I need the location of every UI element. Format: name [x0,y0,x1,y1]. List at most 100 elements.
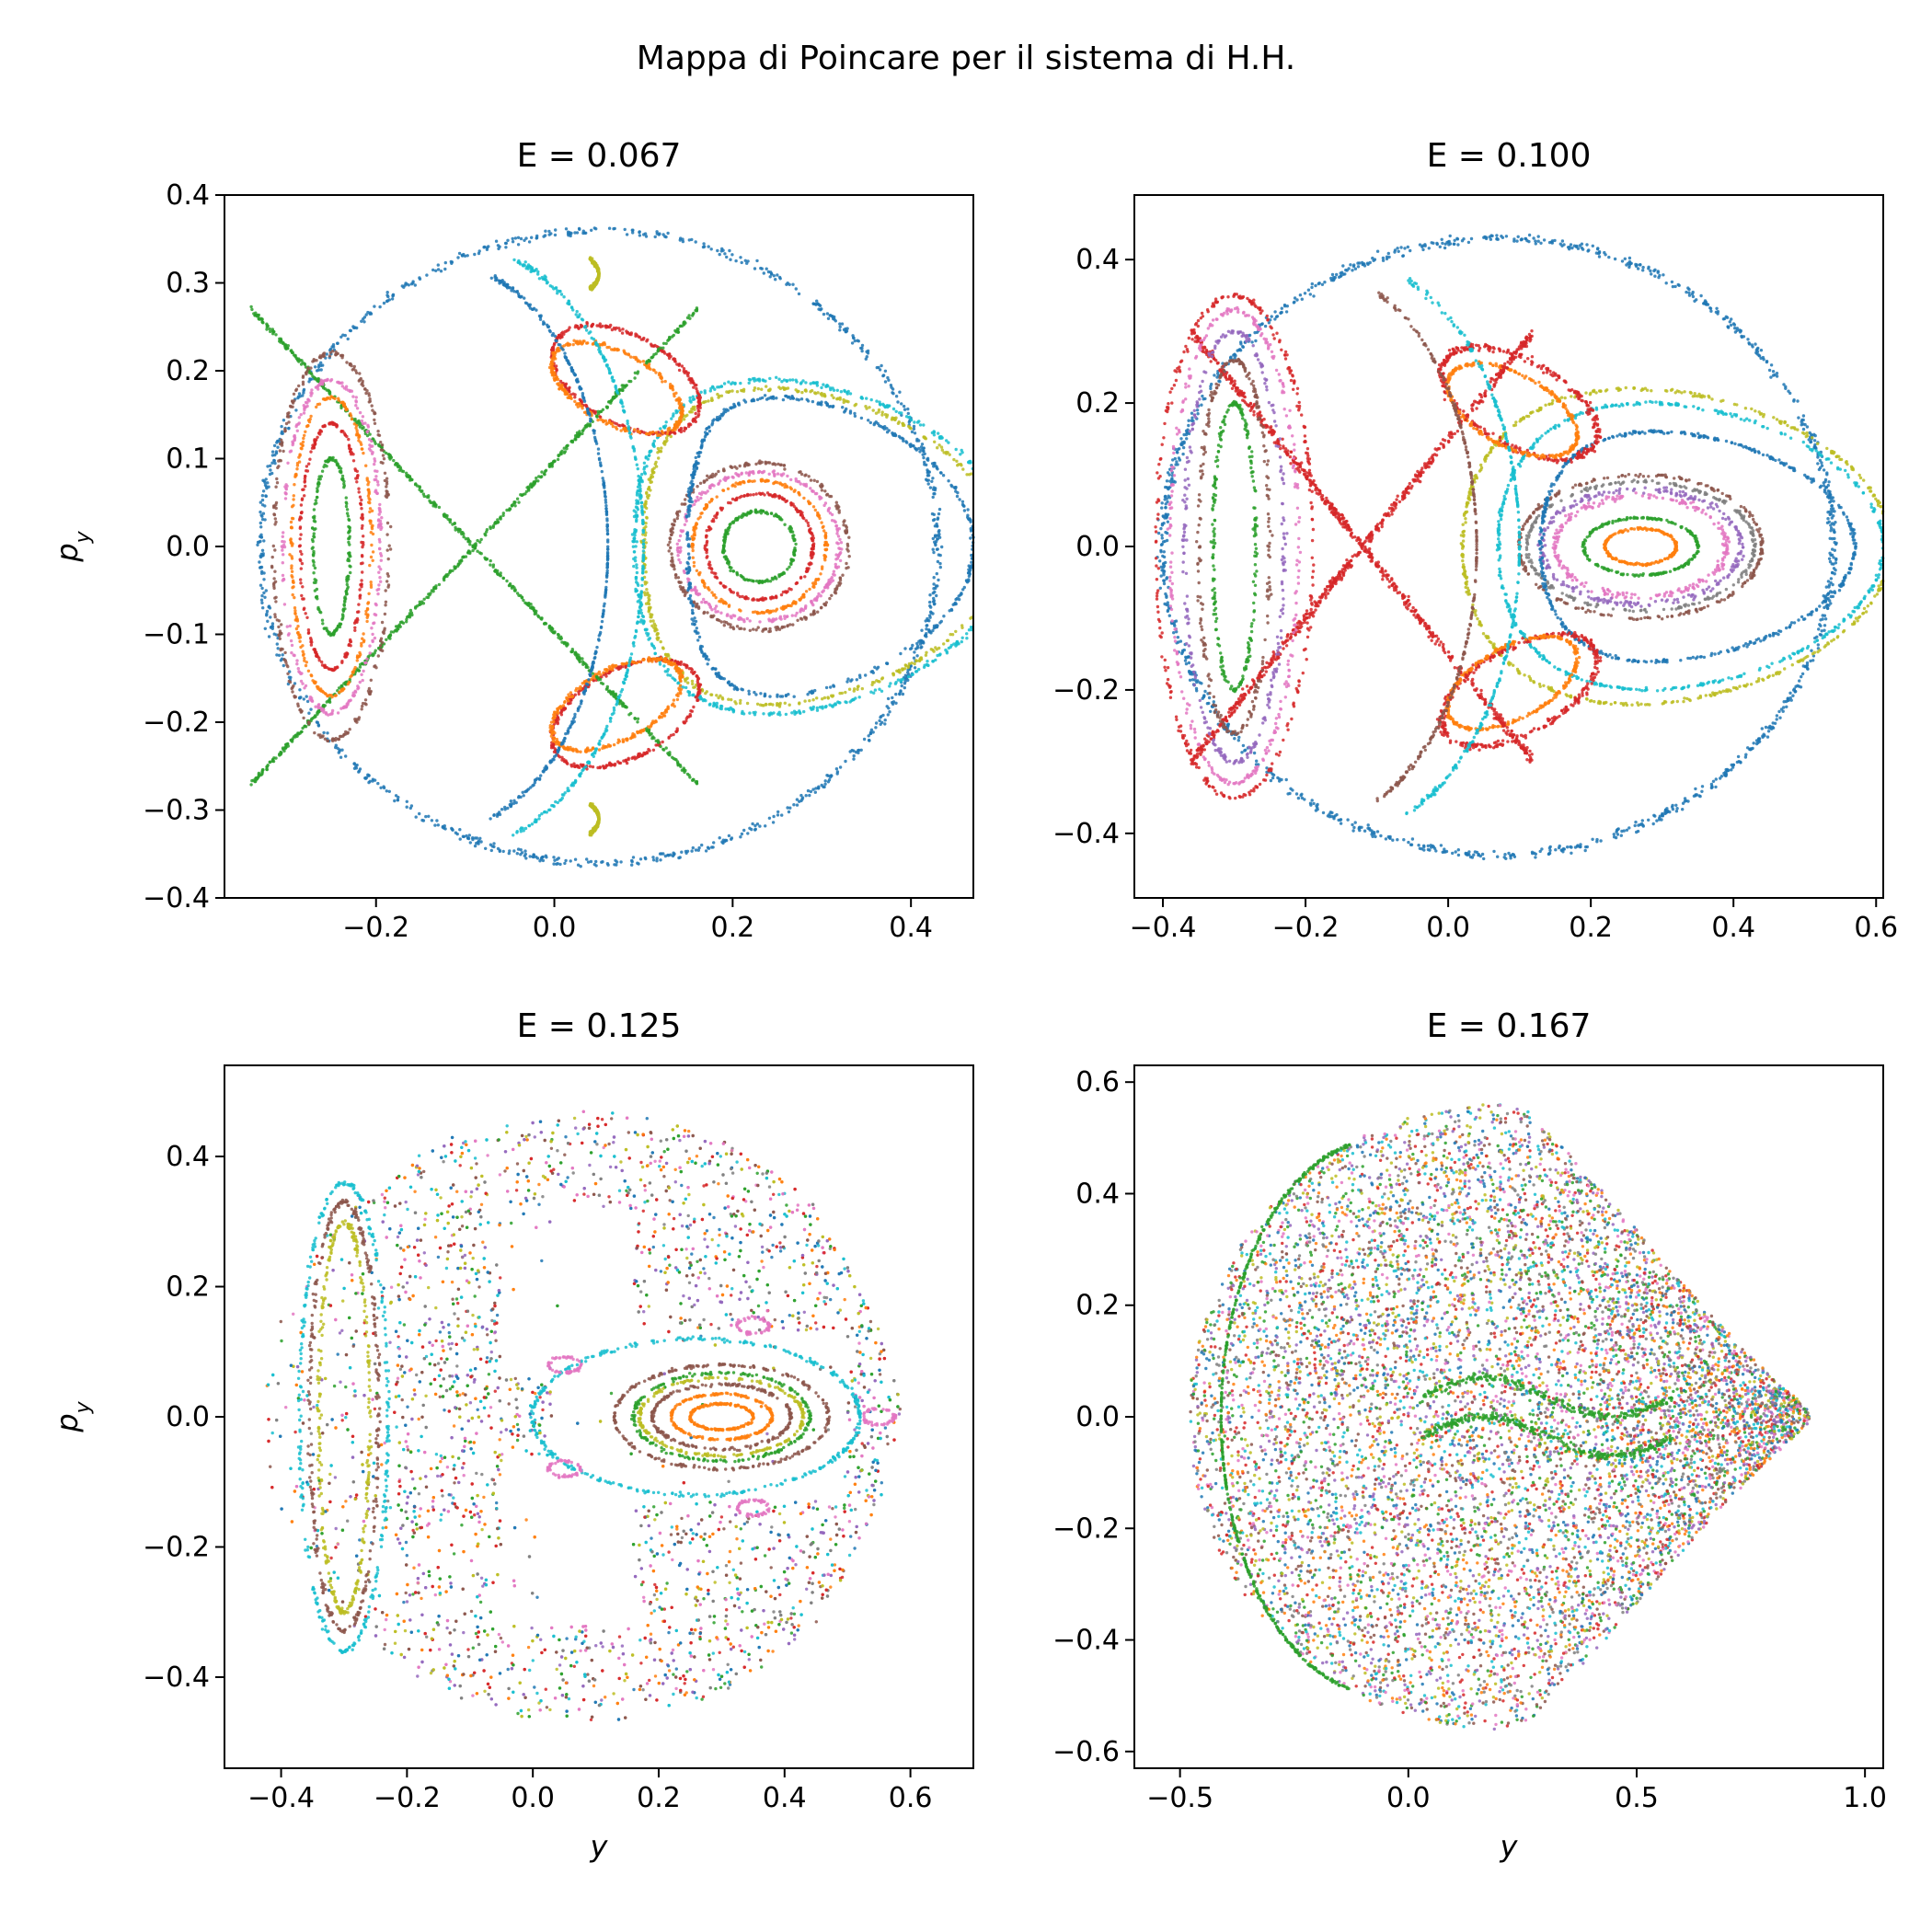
scatter-point [899,436,903,440]
scatter-point [270,461,274,465]
scatter-point [894,395,899,398]
scatter-point [579,404,582,408]
scatter-point [702,242,706,246]
scatter-point [436,263,440,267]
scatter-point [802,496,806,500]
scatter-point [710,615,715,619]
scatter-point [724,707,728,711]
scatter-point [707,588,711,592]
scatter-point [675,697,680,702]
scatter-point [685,537,689,541]
scatter-point [385,293,389,297]
scatter-point [316,368,321,372]
scatter-point [662,714,667,718]
scatter-point [688,396,692,400]
scatter-point [771,821,776,824]
scatter-point [823,554,827,558]
scatter-point [862,737,867,742]
scatter-point [810,599,813,604]
scatter-point [564,342,569,347]
scatter-point [614,858,617,862]
scatter-point [269,615,272,619]
scatter-point [673,423,677,427]
scatter-point [561,704,566,707]
scatter-point [761,470,765,475]
scatter-point [780,474,784,477]
scatter-point [683,589,686,592]
scatter-point [609,323,613,328]
scatter-point [922,423,926,427]
scatter-point [768,580,773,583]
scatter-point [319,361,323,364]
scatter-point [646,634,650,638]
scatter-point [742,619,746,624]
scatter-point [811,555,814,558]
scatter-point [714,672,718,675]
scatter-point [880,410,884,414]
scatter-point [465,834,468,838]
scatter-point [552,750,557,753]
scatter-point [496,244,500,247]
scatter-point [583,231,587,235]
scatter-point [691,397,696,401]
scatter-point [752,493,755,497]
scatter-point [736,593,740,597]
scatter-point [695,386,698,391]
scatter-point [696,693,700,696]
scatter-point [573,399,577,404]
scatter-point [692,685,696,689]
scatter-point [666,668,670,672]
scatter-point [378,305,382,309]
scatter-point [657,456,661,460]
scatter-point [712,701,716,705]
scatter-point [765,397,769,401]
scatter-point [579,750,582,753]
scatter-point [651,858,656,862]
scatter-point [729,258,732,261]
scatter-point [914,670,918,673]
scatter-point [832,569,836,573]
scatter-point [671,531,674,535]
scatter-point [776,813,780,817]
scatter-point [702,611,706,615]
scatter-point [932,430,936,433]
scatter-point [700,645,704,649]
scatter-point [697,398,701,402]
scatter-point [739,480,742,485]
scatter-point [684,679,687,683]
scatter-point [913,431,917,435]
scatter-point [652,466,656,470]
scatter-point [901,423,905,428]
scatter-point [945,651,949,655]
scatter-point [630,756,634,760]
scatter-point [887,707,891,710]
scatter-point [556,377,560,382]
scatter-point [693,472,696,477]
scatter-point [757,470,761,474]
scatter-point [906,407,910,411]
scatter-point [554,364,558,368]
scatter-point [544,229,547,233]
scatter-point [932,587,936,591]
scatter-point [754,693,758,696]
scatter-point [931,547,935,551]
scatter-point [594,227,598,231]
scatter-point [664,440,668,443]
scatter-point [553,378,557,382]
scatter-point [710,385,715,388]
scatter-point [937,535,942,539]
scatter-point [276,439,280,443]
scatter-point [796,510,799,513]
scatter-point [806,521,810,525]
scatter-point [886,713,890,717]
scatter-point [830,593,834,597]
scatter-point [632,564,636,569]
scatter-point [765,578,769,581]
scatter-point [524,236,528,240]
scatter-point [934,646,937,650]
scatter-point [691,476,695,480]
scatter-point [577,686,581,691]
scatter-point [722,549,727,553]
scatter-point [737,515,742,519]
scatter-point [906,411,910,416]
